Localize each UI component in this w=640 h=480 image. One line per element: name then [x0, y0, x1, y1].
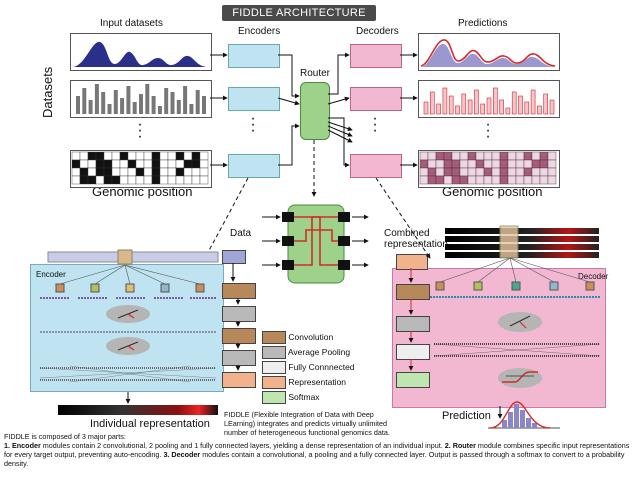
prediction-track-sequence	[419, 151, 557, 185]
legend-item-softmax: Softmax	[262, 390, 355, 405]
legend-swatch-representation	[262, 376, 286, 390]
decoder-layer-representation	[396, 254, 428, 270]
encoder-layer-pool-2	[222, 350, 256, 366]
predictions-label: Predictions	[458, 18, 508, 29]
prediction-ellipsis: · · ·	[485, 116, 491, 145]
encoder-filters	[55, 283, 205, 293]
footer-intro: FIDDLE is composed of 3 major parts:	[4, 432, 126, 441]
decoders-label: Decoders	[356, 26, 399, 37]
legend-label: Softmax	[288, 392, 320, 402]
combined-representation-strips	[445, 228, 599, 258]
decoder-layer-pool	[396, 316, 430, 332]
legend-label: Convolution	[288, 332, 334, 342]
legend-swatch-average-pooling	[262, 346, 286, 360]
prediction-distribution-curve	[489, 401, 551, 429]
encoder-box-1	[228, 44, 280, 68]
input-track-bars	[76, 84, 206, 114]
router-block	[300, 82, 330, 140]
data-input-block	[222, 250, 246, 264]
encoder-detail-label: Encoder	[36, 270, 66, 279]
fiddle-caption: FIDDLE (Flexible Integration of Data wit…	[224, 410, 390, 437]
decoder-filters	[435, 281, 595, 291]
decoder-layer-softmax	[396, 372, 430, 388]
prediction-track-density	[421, 43, 555, 67]
legend-item-convolution: Convolution	[262, 330, 355, 345]
encoder-layer-conv-1	[222, 283, 256, 299]
footer-encoder-title: 1. Encoder	[4, 441, 41, 450]
input-ellipsis: · · ·	[137, 116, 143, 145]
legend-label: Representation	[288, 377, 347, 387]
legend-item-fully-connected: Fully Connnected	[262, 360, 355, 375]
encoder-box-2	[228, 87, 280, 111]
decoder-box-3	[350, 154, 402, 178]
combined-representation-label: Combined representation	[384, 228, 448, 250]
decoder-box-1	[350, 44, 402, 68]
decoder-ellipsis: · · ·	[372, 110, 378, 139]
legend-item-average-pooling: Average Pooling	[262, 345, 355, 360]
footer-decoder-title: 3. Decoder	[163, 450, 201, 459]
diagram-title: FIDDLE ARCHITECTURE	[222, 5, 376, 21]
encoder-ellipsis: · · ·	[250, 110, 256, 139]
footer-description: 1. Encoder modules contain 2 convolution…	[4, 441, 636, 468]
footer-router-text: module combines specific input represent…	[4, 441, 630, 459]
footer-router-title: 2. Router	[444, 441, 476, 450]
individual-representation-label: Individual representation	[90, 418, 210, 430]
input-datasets-label: Input datasets	[100, 18, 163, 29]
legend-label: Average Pooling	[287, 347, 351, 357]
router-label: Router	[300, 68, 331, 79]
encoder-layer-conv-2	[222, 328, 256, 344]
decoder-detail-label: Decoder	[578, 272, 609, 281]
encoder-layer-pool-1	[222, 306, 256, 322]
prediction-track-bars	[423, 87, 555, 115]
legend: Convolution Average Pooling Fully Connne…	[262, 330, 355, 405]
prediction-distribution-bars	[502, 404, 537, 428]
data-label: Data	[230, 228, 252, 239]
encoders-label: Encoders	[238, 26, 281, 37]
legend-label: Fully Connnected	[288, 362, 355, 372]
prediction-label: Prediction	[442, 410, 491, 422]
footer-encoder-text: modules contain 2 convolutional, 2 pooli…	[40, 441, 445, 450]
input-track-density	[73, 41, 207, 67]
input-track-sequence	[71, 151, 209, 185]
legend-swatch-fully-connected	[262, 361, 286, 375]
legend-item-representation: Representation	[262, 375, 355, 390]
prediction-track-line	[420, 39, 556, 67]
decoder-layer-fc	[396, 344, 430, 360]
decoder-box-2	[350, 87, 402, 111]
legend-swatch-softmax	[262, 391, 286, 405]
decoder-layer-conv	[396, 284, 430, 300]
individual-representation-bar	[58, 405, 218, 415]
encoder-box-3	[228, 154, 280, 178]
encoder-layer-fc	[222, 372, 256, 388]
footer-decoder-text: modules contain a convolutional, a pooli…	[4, 450, 625, 468]
legend-swatch-convolution	[262, 331, 286, 345]
